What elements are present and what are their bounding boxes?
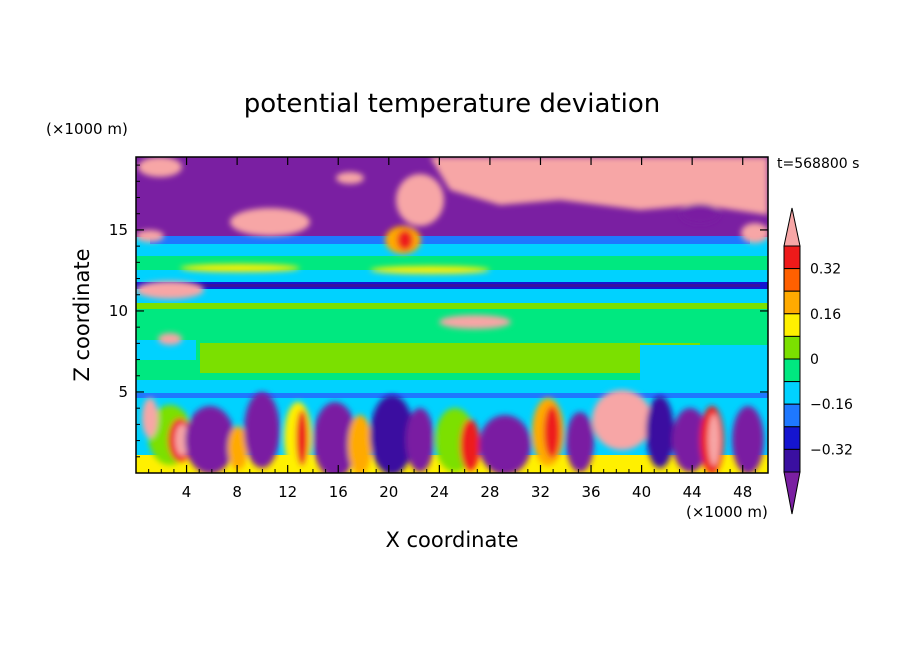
x-tick-label: 48 bbox=[733, 483, 752, 501]
colorbar-tick-label: 0.32 bbox=[810, 262, 841, 278]
x-tick-label: 32 bbox=[531, 483, 550, 501]
cyan-layer-mid bbox=[136, 270, 768, 284]
x-tick-label: 36 bbox=[581, 483, 600, 501]
colorbar-swatch bbox=[783, 290, 801, 315]
y-tick-label: 10 bbox=[109, 302, 128, 320]
x-tick-label: 28 bbox=[480, 483, 499, 501]
x-tick-label: 16 bbox=[329, 483, 348, 501]
blue-strip-upper bbox=[150, 236, 750, 244]
light-green-strip bbox=[136, 303, 768, 309]
x-axis-title: X coordinate bbox=[385, 528, 518, 552]
colorbar-swatch bbox=[783, 426, 801, 450]
colorbar-swatch bbox=[783, 268, 801, 292]
x-tick-label: 20 bbox=[379, 483, 398, 501]
cyan-layer-low bbox=[136, 289, 768, 303]
y-axis-title: Z coordinate bbox=[70, 248, 94, 381]
chart-title: potential temperature deviation bbox=[244, 89, 660, 119]
colorbar-bottom-triangle bbox=[783, 471, 801, 515]
y-tick-label: 15 bbox=[109, 221, 128, 239]
colorbar-swatch bbox=[783, 313, 801, 337]
y-axis: 5 10 15 bbox=[109, 164, 768, 458]
colorbar-tick-label: −0.16 bbox=[810, 397, 853, 413]
colorbar-swatch bbox=[783, 448, 801, 473]
colorbar-tick-label: 0.16 bbox=[810, 307, 841, 323]
x-tick-label: 4 bbox=[182, 483, 192, 501]
cyan-strip-low bbox=[136, 380, 768, 394]
x-tick-label: 24 bbox=[430, 483, 449, 501]
x-tick-label: 44 bbox=[683, 483, 702, 501]
colorbar-tick-label: 0 bbox=[810, 352, 819, 368]
colorbar-swatch bbox=[783, 245, 801, 270]
x-tick-label: 12 bbox=[278, 483, 297, 501]
light-green-band bbox=[200, 343, 700, 373]
y-tick-label: 5 bbox=[118, 383, 128, 401]
boundary-layer-cells bbox=[142, 390, 764, 473]
cyan-patch-left bbox=[136, 340, 196, 360]
x-axis: 4 8 12 16 20 24 28 32 36 40 44 48 bbox=[148, 157, 756, 501]
x-unit-label: (×1000 m) bbox=[686, 503, 768, 521]
time-label: t=568800 s bbox=[777, 156, 859, 172]
x-tick-label: 8 bbox=[232, 483, 242, 501]
cyan-patch-right bbox=[640, 345, 768, 380]
colorbar: 0.32 0.16 0 −0.16 −0.32 bbox=[783, 207, 853, 515]
colorbar-swatch bbox=[783, 335, 801, 360]
x-tick-label: 40 bbox=[632, 483, 651, 501]
blue-line-bl-top bbox=[136, 393, 768, 399]
colorbar-top-triangle bbox=[783, 207, 801, 247]
navy-line bbox=[180, 284, 760, 287]
colorbar-swatch bbox=[783, 403, 801, 428]
heatmap-field bbox=[136, 157, 768, 473]
upper-pink-blobs bbox=[136, 157, 768, 345]
y-unit-label: (×1000 m) bbox=[46, 120, 128, 138]
colorbar-swatch bbox=[783, 381, 801, 405]
colorbar-tick-label: −0.32 bbox=[810, 442, 853, 458]
colorbar-swatch bbox=[783, 358, 801, 383]
